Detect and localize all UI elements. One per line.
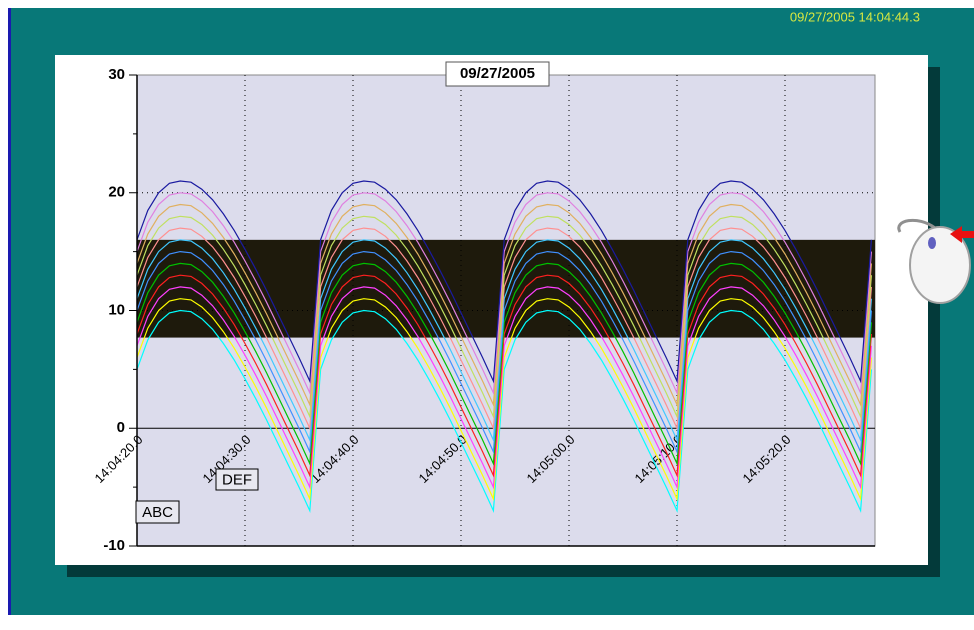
plot: -10010203014:04:20.014:04:30.014:04:40.0… <box>91 62 875 554</box>
y-tick-label: -10 <box>103 537 125 554</box>
title-box: 09/27/2005 <box>446 62 549 86</box>
window-edge <box>8 8 11 615</box>
y-tick-label: 30 <box>108 66 125 83</box>
timestamp: 09/27/2005 14:04:44.3 <box>790 9 920 24</box>
annotation-label: ABC <box>142 504 173 521</box>
annotation-label: DEF <box>222 471 252 488</box>
y-tick-label: 20 <box>108 184 125 201</box>
annotation: ABC <box>136 501 179 523</box>
mouse-button <box>928 237 936 249</box>
y-tick-label: 10 <box>108 301 125 318</box>
chart-title: 09/27/2005 <box>460 65 535 82</box>
annotation: DEF <box>216 469 258 490</box>
y-tick-label: 0 <box>117 419 125 436</box>
